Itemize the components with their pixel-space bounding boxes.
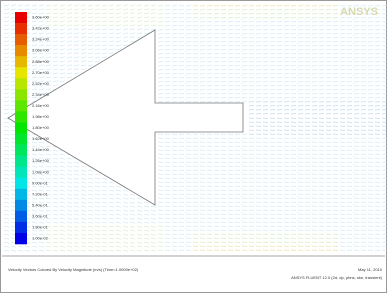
color-swatch [15,67,27,78]
colorbar-label: 1.62e+00 [32,136,50,141]
solver: ANSYS FLUENT 12.0 (2d, dp, pbns, ske, tr… [291,275,383,280]
colorbar-label: 2.52e+00 [32,81,50,86]
color-swatch [15,89,27,100]
colorbar-label: 9.00e-01 [32,180,49,185]
color-swatch [15,100,27,111]
colorbar-label: 1.08e+00 [32,169,50,174]
color-swatch [15,12,27,23]
colorbar-label: 2.88e+00 [32,59,50,64]
colorbar-label: 1.44e+00 [32,147,50,152]
colorbar-label: 1.98e+00 [32,114,50,119]
color-swatch [15,122,27,133]
date: May 11, 2010 [358,267,383,272]
color-swatch [15,56,27,67]
colorbar-label: 3.60e+00 [32,15,50,20]
color-swatch [15,222,27,233]
colorbar-label: 3.42e+00 [32,26,50,31]
color-swatch [15,45,27,56]
color-swatch [15,145,27,156]
color-swatch [15,23,27,34]
logo: ANSYS [340,6,378,18]
colorbar-label: 1.00e-02 [32,236,49,241]
caption: Velocity Vectors Colored By Velocity Mag… [8,267,139,272]
color-swatch [15,189,27,200]
color-swatch [15,111,27,122]
color-swatch [15,200,27,211]
colorbar-label: 1.80e+00 [32,125,50,130]
colorbar-label: 3.60e-01 [32,213,49,218]
colorbar-label: 3.24e+00 [32,37,50,42]
color-swatch [15,34,27,45]
screenshot: 3.60e+00 3.42e+00 3.24e+00 3.06e+00 2.88e+00… [0,0,387,293]
colorbar-label: 5.40e-01 [32,202,49,207]
colorbar-label: 2.70e+00 [32,70,50,75]
colorbar-label: 3.06e+00 [32,48,50,53]
color-swatch [15,134,27,145]
colorbar-label: 2.34e+00 [32,92,50,97]
color-swatch [15,167,27,178]
color-swatch [15,211,27,222]
color-swatch [15,178,27,189]
colorbar-label: 7.20e-01 [32,191,49,196]
color-swatch [15,233,27,244]
color-swatch [15,156,27,167]
colorbar-label: 2.16e+00 [32,103,50,108]
colorbar-label: 1.26e+00 [32,158,50,163]
colorbar-label: 1.80e-01 [32,224,49,229]
color-swatch [15,78,27,89]
